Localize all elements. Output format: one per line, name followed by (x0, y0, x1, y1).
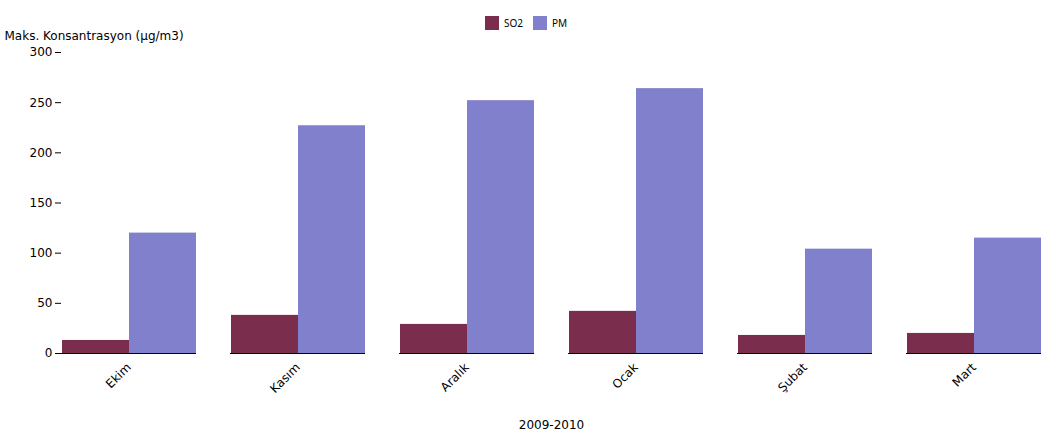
svg-text:Şubat: Şubat (775, 360, 810, 395)
svg-text:Ekim: Ekim (103, 360, 134, 391)
svg-text:100: 100 (30, 246, 53, 260)
svg-text:Maks. Konsantrasyon (µg/m3): Maks. Konsantrasyon (µg/m3) (5, 29, 184, 43)
svg-text:150: 150 (30, 196, 53, 210)
html-text:SO2: SO2 (503, 15, 523, 30)
svg-text:2009-2010: 2009-2010 (519, 418, 584, 432)
svg-text:Mart: Mart (950, 360, 979, 389)
svg-text:Kasım: Kasım (267, 360, 303, 396)
svg-text:200: 200 (30, 146, 53, 160)
svg-text:Aralık: Aralık (438, 360, 472, 394)
svg-text:300: 300 (30, 45, 53, 59)
svg-text:0: 0 (45, 346, 53, 360)
svg-text:Ocak: Ocak (609, 360, 640, 391)
html-text:PM: PM (552, 15, 568, 30)
svg-text:250: 250 (30, 96, 53, 110)
svg-text:50: 50 (37, 296, 52, 310)
